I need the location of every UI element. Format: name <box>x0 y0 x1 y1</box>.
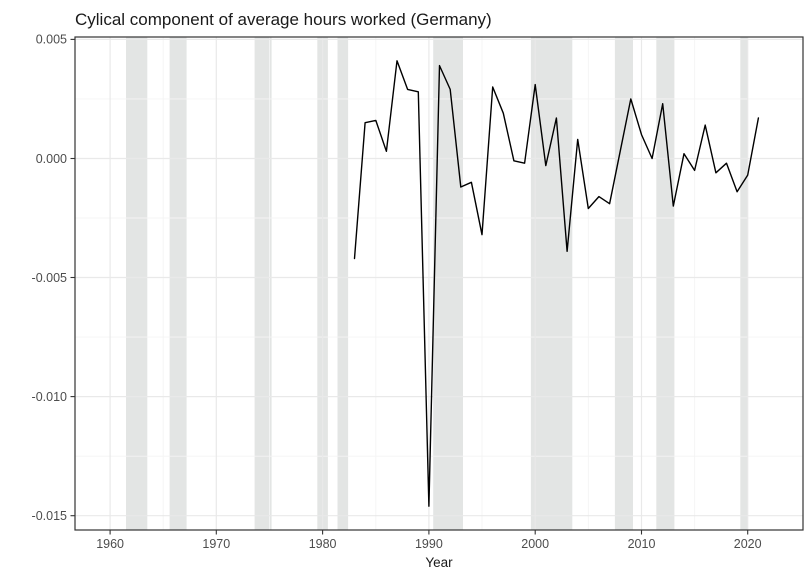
y-tick-label: 0.000 <box>36 152 67 166</box>
x-axis-title: Year <box>425 555 453 570</box>
recession-band <box>530 37 573 530</box>
recession-band <box>337 37 349 530</box>
chart-title: Cylical component of average hours worke… <box>75 10 492 29</box>
axis-tick-marks <box>70 38 749 535</box>
plot-panel <box>74 36 804 531</box>
x-tick-label: 2010 <box>628 537 656 551</box>
recession-band <box>126 37 148 530</box>
recession-band <box>169 37 187 530</box>
recession-band <box>656 37 675 530</box>
x-tick-label: 2000 <box>521 537 549 551</box>
recession-band <box>740 37 748 530</box>
data-line <box>353 60 760 507</box>
recession-band <box>614 37 633 530</box>
recession-band <box>254 37 272 530</box>
x-tick-label: 1960 <box>96 537 124 551</box>
x-tick-label: 1980 <box>309 537 337 551</box>
y-tick-label: -0.005 <box>32 271 67 285</box>
y-axis-tick-labels: 0.005 0.000 -0.005 -0.010 -0.015 <box>32 33 68 523</box>
x-tick-label: 1970 <box>202 537 230 551</box>
x-axis-tick-labels: 1960 1970 1980 1990 2000 2010 2020 <box>96 537 761 551</box>
y-tick-label: -0.015 <box>32 509 67 523</box>
x-tick-label: 1990 <box>415 537 443 551</box>
major-gridlines <box>75 37 803 530</box>
y-tick-label: -0.010 <box>32 390 67 404</box>
y-tick-label: 0.005 <box>36 33 67 47</box>
x-tick-label: 2020 <box>734 537 762 551</box>
